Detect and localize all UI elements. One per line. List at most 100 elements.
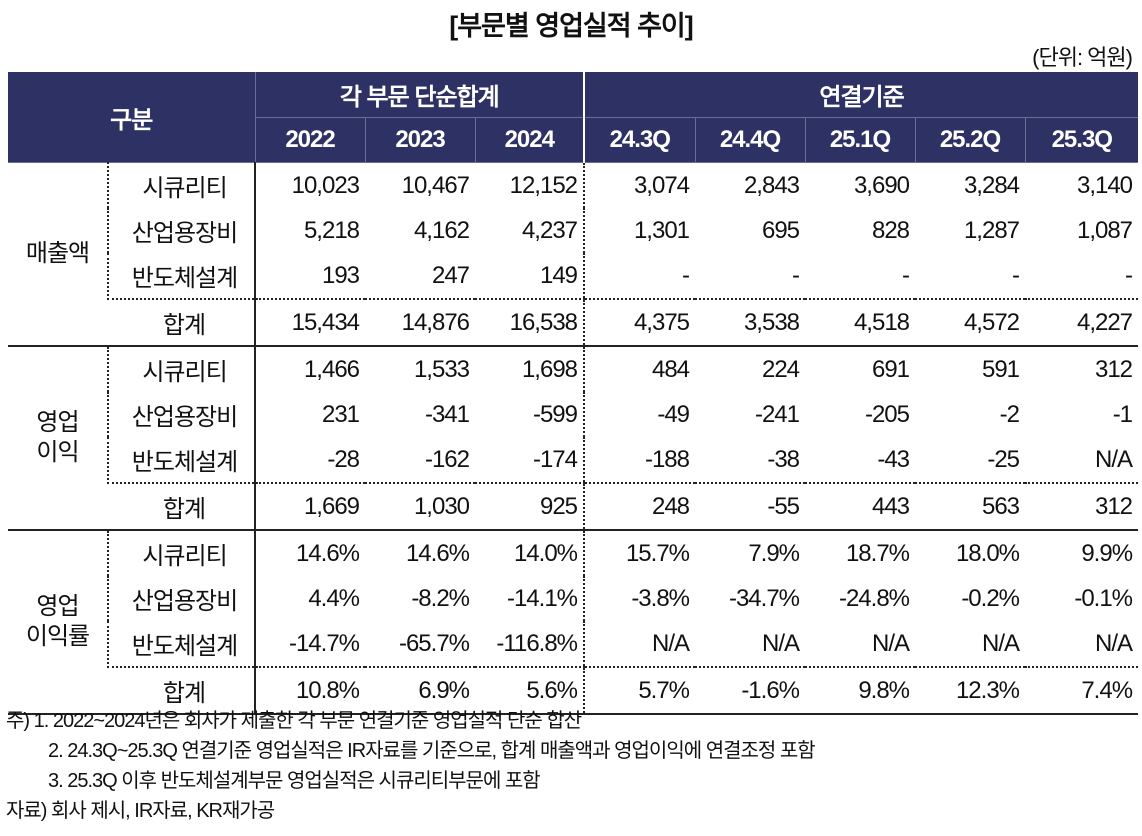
column-header: 2022 — [254, 117, 366, 163]
value-cell: -38 — [695, 437, 806, 484]
value-cell: 3,074 — [583, 162, 696, 208]
header-group-simple-sum: 각 부문 단순합계 — [254, 72, 585, 118]
table-row: 산업용장비 4.4% -8.2% -14.1% -3.8% -34.7% -24.8% -0.… — [8, 576, 1138, 621]
value-cell: N/A — [583, 621, 696, 668]
value-cell: 925 — [475, 483, 585, 531]
value-cell: 1,301 — [583, 208, 696, 253]
row-label: 반도체설계 — [106, 253, 256, 300]
value-cell: N/A — [915, 621, 1026, 668]
column-header: 25.1Q — [804, 117, 916, 163]
column-header: 25.2Q — [914, 117, 1026, 163]
value-cell: -341 — [424, 400, 470, 428]
value-cell: 5,218 — [254, 208, 366, 253]
section-label: 영업 이익률 — [8, 530, 108, 715]
value-cell: 10,467 — [401, 171, 470, 199]
source-note: 자료) 회사 제시, IR자료, KR재가공 — [6, 800, 275, 822]
value-cell: 14.6% — [405, 539, 470, 567]
footnote-2: 2. 24.3Q~25.3Q 연결기준 영업실적은 IR자료를 기준으로, 합계… — [48, 740, 816, 762]
header-group-consolidated: 연결기준 — [583, 72, 1139, 118]
value-cell: 5.6% — [475, 667, 585, 715]
value-cell: 10.8% — [254, 667, 366, 715]
row-label: 시큐리티 — [106, 162, 256, 208]
column-header: 24.3Q — [583, 117, 696, 163]
footnote-3: 3. 25.3Q 이후 반도체설계부문 영업실적은 시큐리티부문에 포함 — [48, 770, 541, 792]
table-row: 합계 1,669 1,030 925 248 -55 443 563 312 — [8, 483, 1139, 531]
value-cell: 6.9% — [365, 667, 476, 715]
value-cell: -1.6% — [695, 667, 806, 715]
value-cell: -8.2% — [411, 584, 470, 612]
value-cell: 1,669 — [254, 483, 366, 531]
value-cell: 14.6% — [254, 530, 366, 576]
value-cell: -188 — [583, 437, 696, 484]
value-cell: 691 — [871, 355, 910, 383]
value-cell: 563 — [915, 483, 1026, 531]
value-cell: -599 — [532, 400, 578, 428]
value-cell: 9.8% — [805, 667, 916, 715]
value-cell: 14.0% — [513, 539, 578, 567]
value-cell: -0.2% — [961, 584, 1020, 612]
table-title: [부문별 영업실적 추이] — [449, 11, 694, 41]
value-cell: 1,466 — [254, 346, 366, 392]
value-cell: 4,162 — [413, 216, 470, 244]
value-cell: 4.4% — [254, 576, 366, 621]
value-cell: -241 — [754, 400, 800, 428]
value-cell: 4,375 — [583, 299, 696, 347]
value-cell: 312 — [1025, 483, 1139, 531]
value-cell: - — [583, 253, 696, 300]
value-cell: -116.8% — [475, 621, 585, 668]
row-label: 산업용장비 — [106, 576, 256, 621]
value-cell: 15.7% — [583, 530, 696, 576]
row-label: 시큐리티 — [106, 530, 256, 576]
column-header: 2023 — [364, 117, 476, 163]
value-cell: 1,533 — [413, 355, 470, 383]
value-cell: 3,140 — [1076, 171, 1133, 199]
value-cell: -1 — [1112, 400, 1133, 428]
table-row: 반도체설계 -14.7% -65.7% -116.8% N/A N/A N/A N/A N/A — [8, 621, 1139, 668]
value-cell: 2,843 — [743, 171, 800, 199]
value-cell: 10,023 — [254, 162, 366, 208]
value-cell: -28 — [254, 437, 366, 484]
value-cell: -24.8% — [838, 584, 910, 612]
header-category: 구분 — [8, 72, 256, 163]
value-cell: 18.0% — [955, 539, 1020, 567]
row-label: 산업용장비 — [106, 392, 256, 437]
row-label: 반도체설계 — [106, 437, 256, 484]
value-cell: -55 — [695, 483, 806, 531]
value-cell: 231 — [254, 392, 366, 437]
value-cell: 4,237 — [521, 216, 578, 244]
value-cell: -49 — [583, 392, 696, 437]
value-cell: N/A — [1025, 437, 1139, 484]
value-cell: - — [805, 253, 916, 300]
unit-label: (단위: 억원) — [1032, 45, 1133, 70]
value-cell: 484 — [583, 346, 696, 392]
section-label: 영업 이익 — [8, 346, 108, 531]
value-cell: 4,227 — [1025, 299, 1139, 347]
table-row: 영업 이익 시큐리티 1,466 1,533 1,698 484 224 691 591 312 — [8, 346, 1138, 531]
value-cell: 15,434 — [254, 299, 366, 347]
footnotes: 주) 1. 2022~2024년은 회사가 제출한 각 부문 연결기준 영업실적… — [6, 706, 816, 826]
value-cell: 224 — [761, 355, 800, 383]
value-cell: 12,152 — [509, 171, 578, 199]
value-cell: 14,876 — [365, 299, 476, 347]
column-header: 2024 — [474, 117, 585, 163]
section-label: 매출액 — [8, 162, 108, 347]
table-row: 영업 이익률 시큐리티 14.6% 14.6% 14.0% 15.7% 7.9% 18.7% 1… — [8, 530, 1138, 715]
table-row: 합계 10.8% 6.9% 5.6% 5.7% -1.6% 9.8% 12.3% 7.4% — [8, 667, 1139, 715]
value-cell: 18.7% — [845, 539, 910, 567]
value-cell: - — [1025, 253, 1139, 300]
row-label: 합계 — [108, 667, 256, 715]
value-cell: 1,087 — [1076, 216, 1133, 244]
value-cell: -2 — [999, 400, 1020, 428]
value-cell: -0.1% — [1074, 584, 1133, 612]
table-row: 합계 15,434 14,876 16,538 4,375 3,538 4,518 4,572… — [8, 299, 1139, 347]
value-cell: N/A — [695, 621, 806, 668]
table-row: 반도체설계 193 247 149- - - - - — [8, 253, 1139, 300]
row-label: 합계 — [108, 483, 256, 531]
value-cell: 248 — [583, 483, 696, 531]
value-cell: -65.7% — [365, 621, 476, 668]
value-cell: 312 — [1094, 355, 1133, 383]
value-cell: 443 — [805, 483, 916, 531]
performance-table: 구분 각 부문 단순합계 연결기준 2022 2023 2024 24.3Q 24.4Q… — [8, 72, 1139, 715]
value-cell: 16,538 — [475, 299, 585, 347]
row-label: 시큐리티 — [106, 346, 256, 392]
